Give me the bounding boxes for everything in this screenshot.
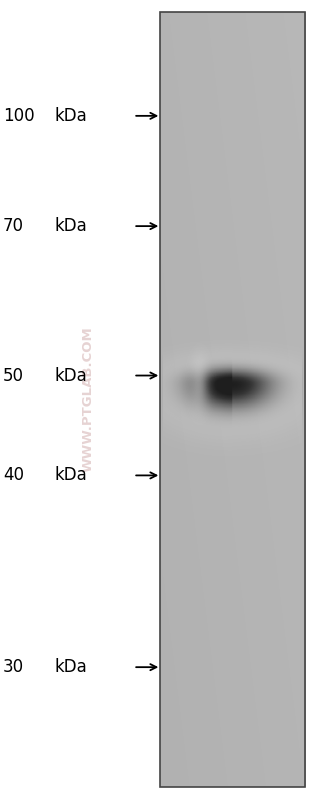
Text: kDa: kDa	[54, 367, 87, 384]
Text: kDa: kDa	[54, 217, 87, 235]
Text: 100: 100	[3, 107, 35, 125]
Text: kDa: kDa	[54, 467, 87, 484]
Text: 50: 50	[3, 367, 24, 384]
Text: kDa: kDa	[54, 658, 87, 676]
Text: WWW.PTGLAB.COM: WWW.PTGLAB.COM	[81, 327, 94, 472]
Text: kDa: kDa	[54, 107, 87, 125]
Text: 30: 30	[3, 658, 24, 676]
Text: 40: 40	[3, 467, 24, 484]
Text: 70: 70	[3, 217, 24, 235]
